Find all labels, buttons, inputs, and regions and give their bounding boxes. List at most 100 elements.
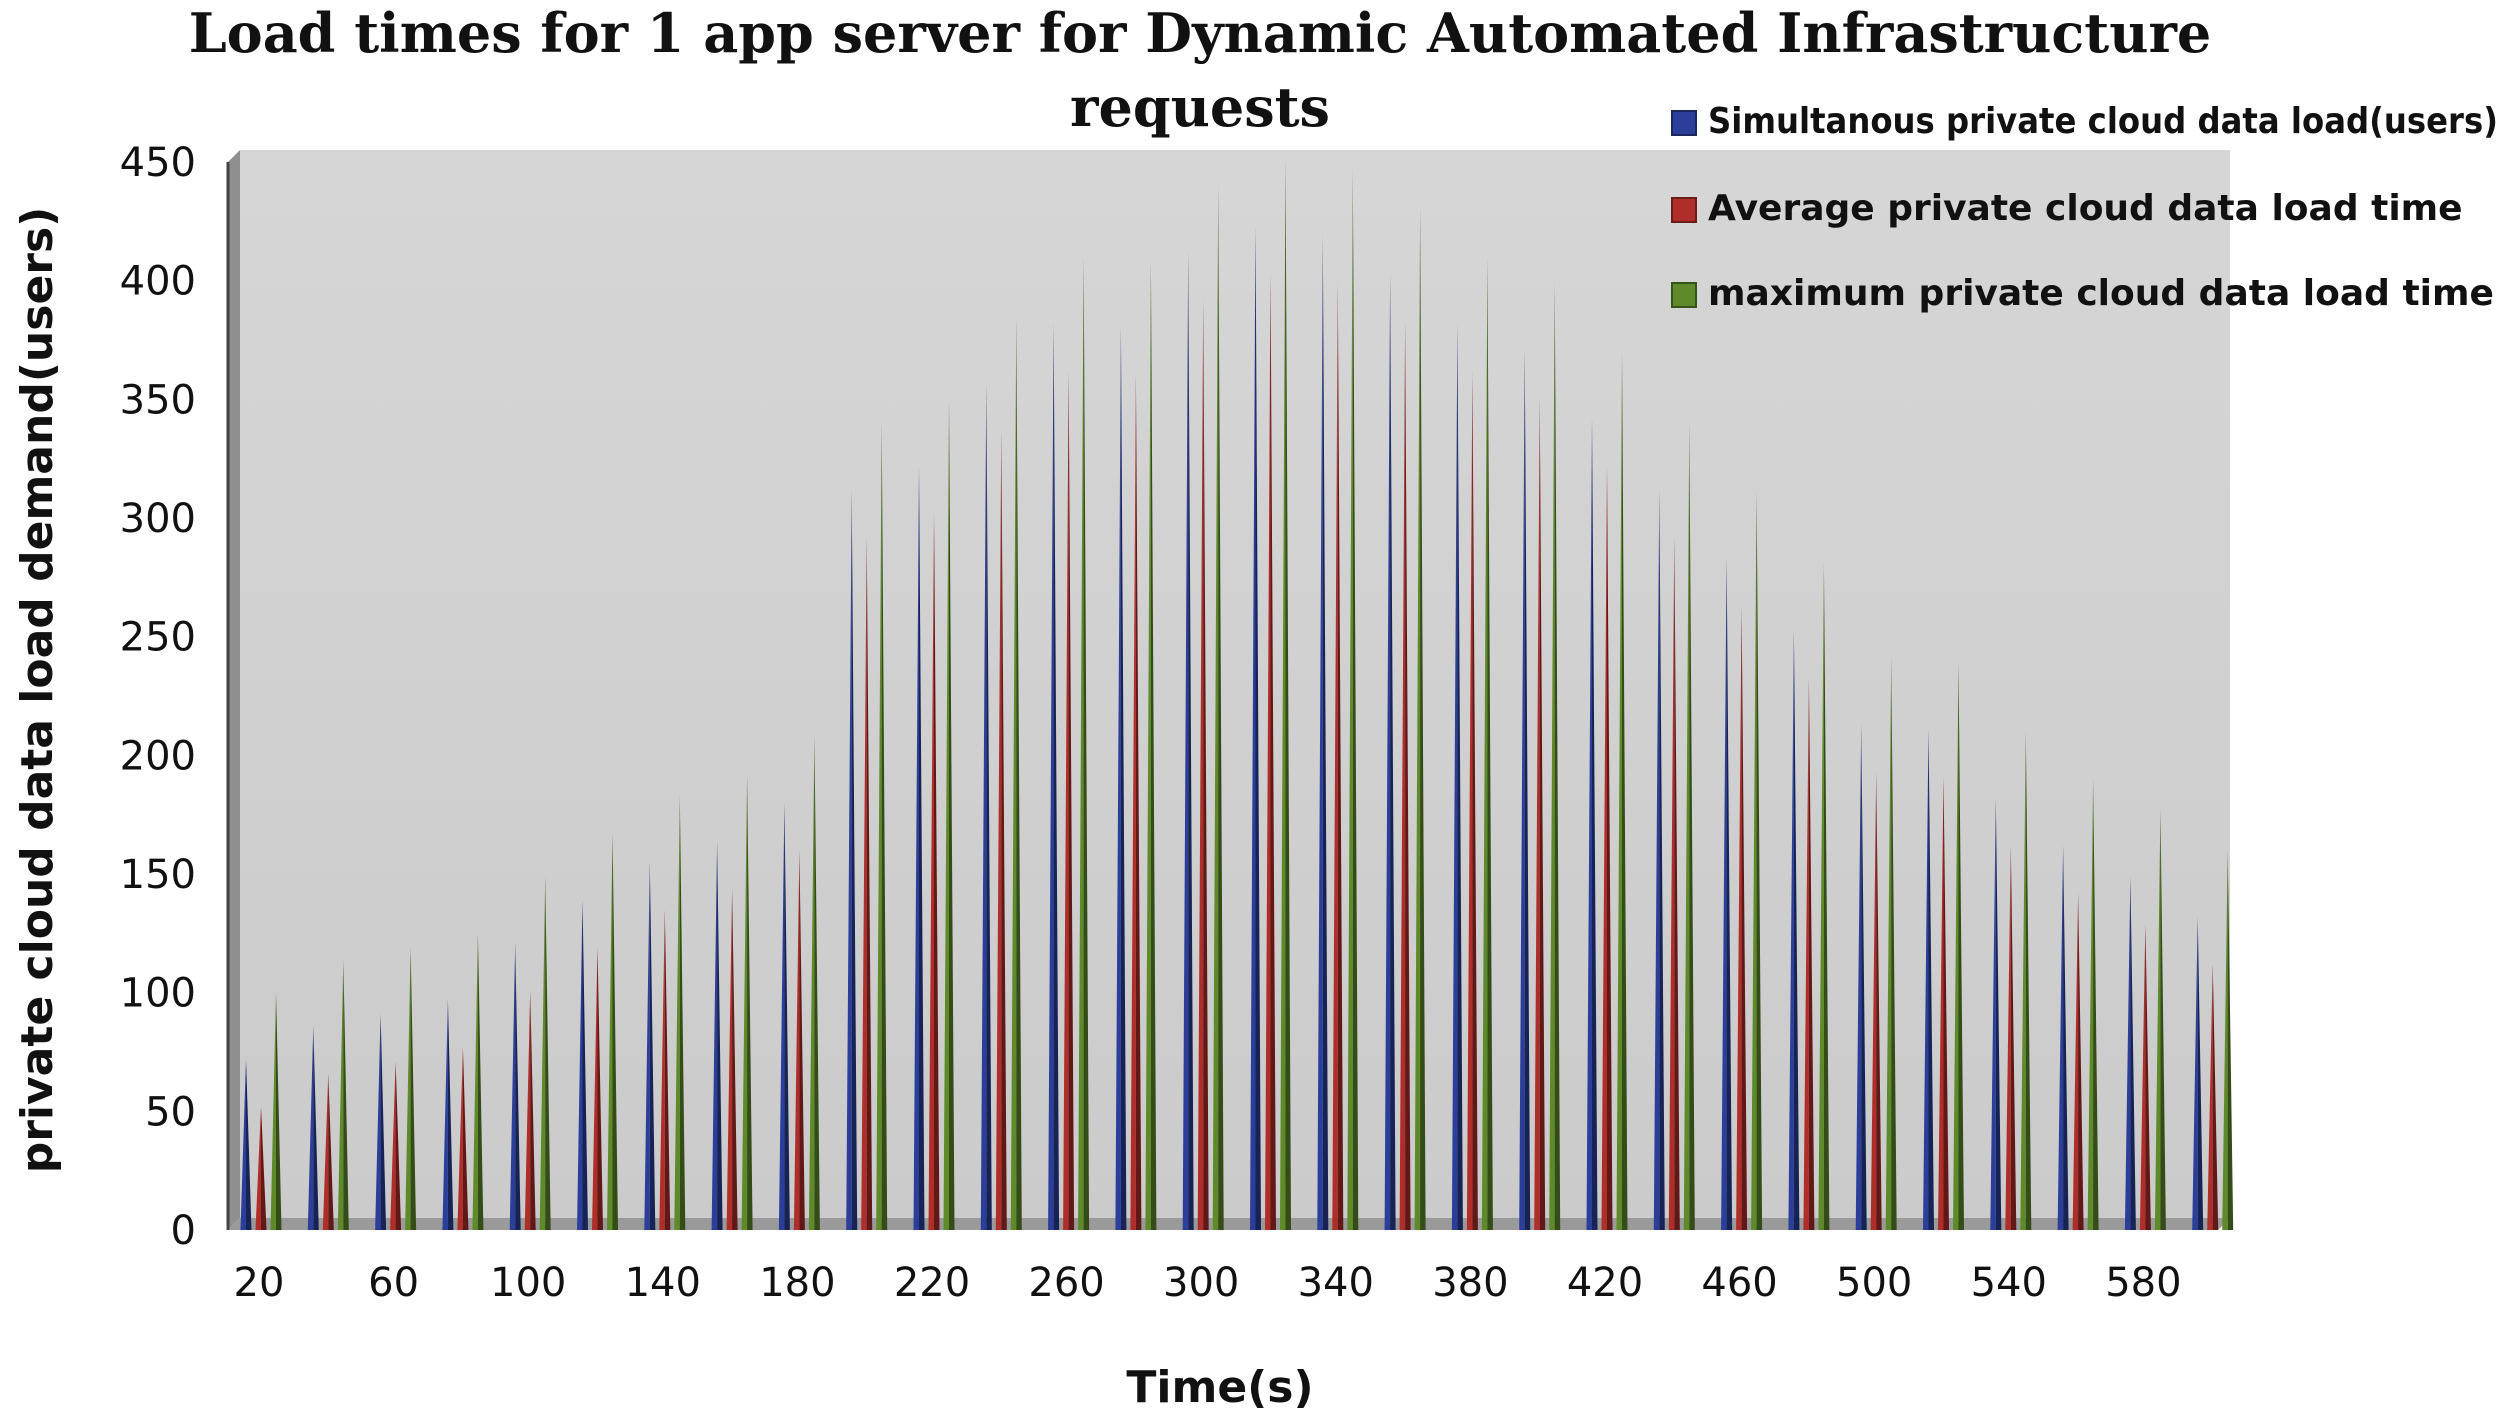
bar-face [457,1047,463,1230]
x-tick-label: 260 [1028,1260,1104,1306]
bar-face [995,430,1002,1231]
bar-face [1317,235,1323,1230]
bar [1197,299,1209,1230]
bar [1953,662,1964,1230]
bar-side [1876,771,1882,1230]
bar-face [1414,207,1421,1231]
bar [240,1059,252,1230]
legend-item: maximum private cloud data load time [1671,273,2494,314]
bar-face [2154,809,2161,1230]
bar-side [1352,169,1359,1230]
x-tick-label: 580 [2105,1260,2181,1306]
bar-side [1539,396,1546,1231]
bar-face [1010,316,1017,1230]
bar-side [1524,349,1531,1230]
bar-side [1472,370,1478,1230]
bar-side [2212,964,2219,1230]
bar-face [607,833,613,1230]
bar-side [1741,605,1748,1230]
bar [793,850,805,1230]
y-tick-label: 100 [120,971,196,1017]
bar [1938,776,1949,1230]
x-tick-label: 300 [1163,1260,1239,1306]
bar [607,833,618,1230]
bar-side [949,399,955,1230]
bar [1803,677,1815,1230]
bar [1855,724,1867,1230]
bar-side [1255,226,1261,1230]
bar-face [322,1073,329,1230]
bar-face [1788,629,1794,1230]
bar-side [1756,491,1763,1231]
bar-face [255,1106,261,1230]
y-tick-label: 50 [145,1089,196,1135]
bar-side [747,774,753,1230]
bar-face [1653,489,1660,1230]
bar-face [524,990,531,1230]
bar-side [1135,373,1142,1230]
bar-face [307,1025,314,1230]
bar-face [1990,798,1996,1230]
bar-side [1793,629,1800,1230]
bar [524,990,536,1230]
bar [1736,605,1748,1230]
bar [741,774,753,1230]
plot-left-wall [228,150,240,1230]
bar-side [851,489,858,1230]
bar-side [814,736,820,1230]
bar-side [1390,273,1396,1231]
bar [442,999,454,1230]
bar-face [442,999,448,1230]
bar-side [276,992,282,1230]
bar-face [390,1061,396,1230]
bar-side [515,942,521,1230]
bar [711,840,723,1230]
bar-side [1689,423,1695,1231]
bar-face [1855,724,1862,1230]
bar [2057,845,2069,1230]
bar [1250,226,1261,1230]
bar [674,795,686,1230]
bar-side [582,900,588,1230]
bar-side [866,536,873,1230]
bar-face [778,802,785,1230]
bar-face [1586,418,1592,1230]
bar [1751,491,1763,1231]
bar-side [597,947,603,1230]
bar [778,802,790,1230]
bar-face [2087,779,2094,1230]
bar-side [1726,558,1733,1230]
x-tick-label: 460 [1701,1260,1777,1306]
bar-side [1420,207,1426,1231]
bar-side [410,947,417,1230]
bar [808,736,820,1230]
bar-face [1736,605,1742,1230]
bar [2154,809,2166,1230]
legend-label: maximum private cloud data load time [1708,273,2494,314]
bar-side [1995,798,2002,1230]
bar-face [472,933,478,1230]
bar [1130,373,1142,1230]
bar-side [1218,185,1224,1230]
x-axis-title: Time(s) [1126,1362,1313,1413]
bar-side [477,933,484,1230]
bar-side [1188,252,1194,1231]
bar [375,1014,387,1230]
bar-face [240,1059,246,1230]
bar-face [1130,373,1136,1230]
bar-side [328,1073,334,1230]
bar [1115,325,1127,1230]
bar-side [545,876,551,1230]
bar-face [509,942,516,1230]
bar-side [2145,923,2151,1230]
bar [1063,370,1075,1230]
bar [1145,259,1157,1231]
bar-face [674,795,680,1230]
bar-face [1212,185,1219,1230]
bar-face [980,382,987,1231]
bar-face [1280,159,1286,1230]
bar [1078,256,1090,1230]
bar-face [2192,916,2198,1230]
bar [2020,731,2032,1230]
bar-side [2130,876,2136,1230]
